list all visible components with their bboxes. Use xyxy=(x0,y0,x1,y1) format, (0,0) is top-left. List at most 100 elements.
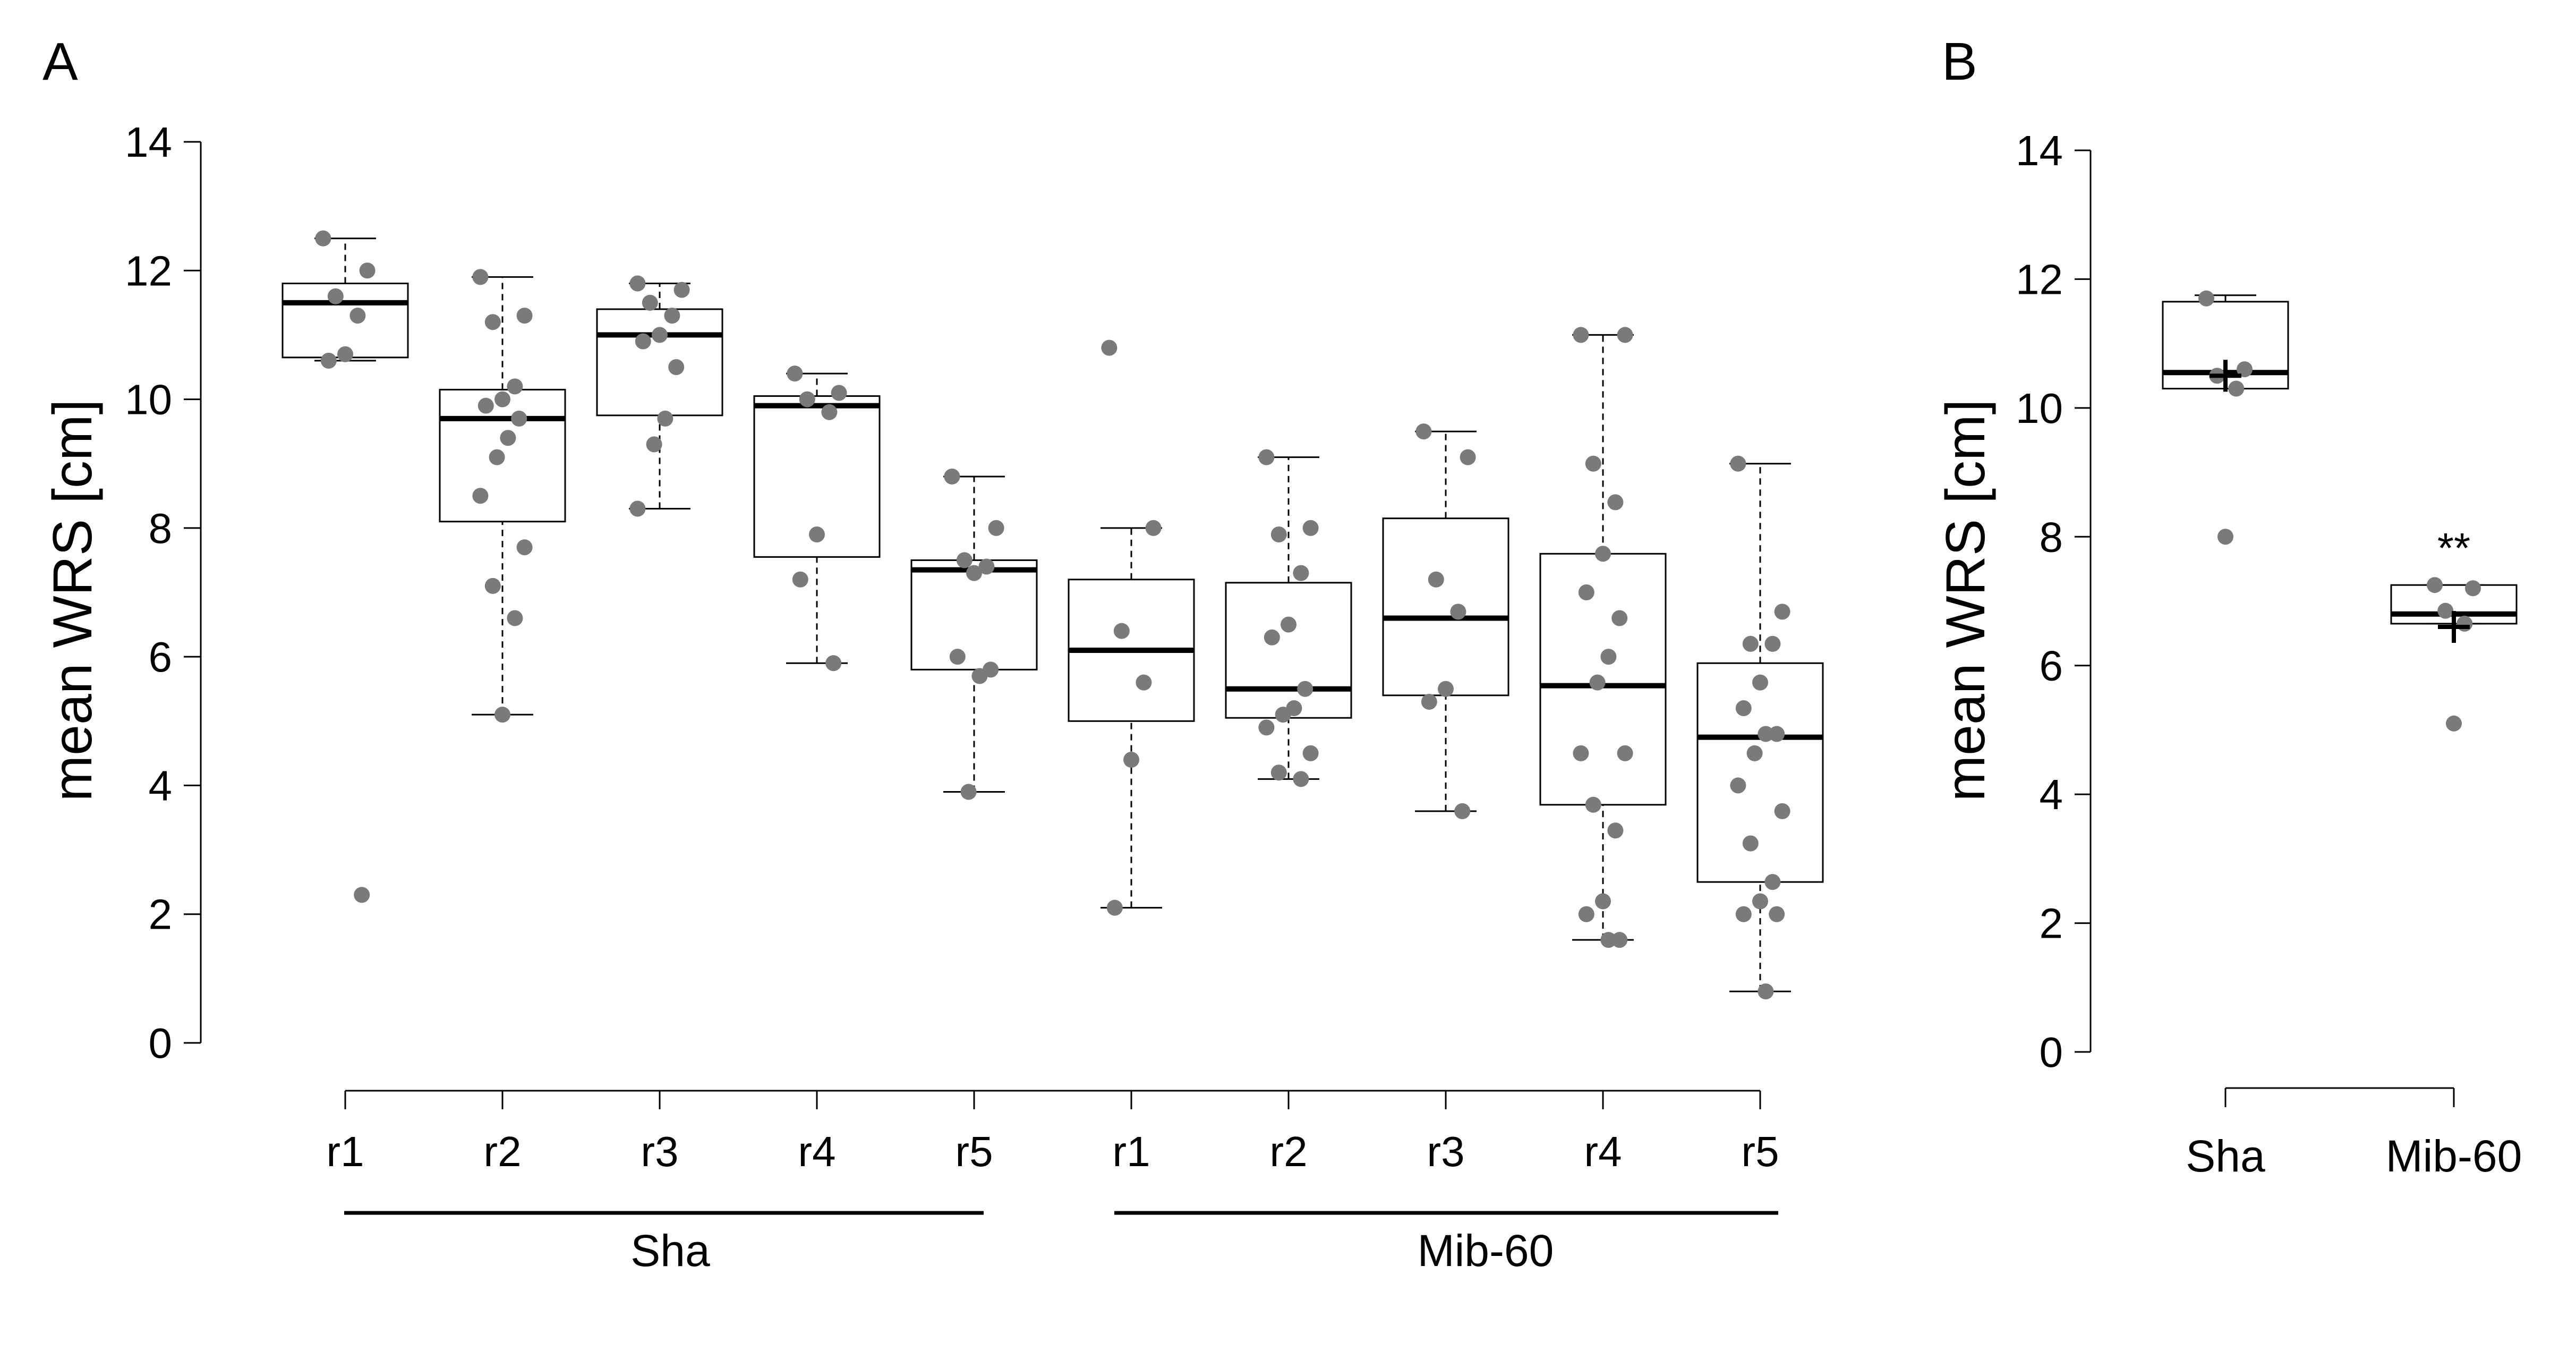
a-mib-60-r4-point xyxy=(1617,745,1633,761)
a-mib-60-r2-point xyxy=(1275,707,1291,723)
a-mib-60-r4-boxplot xyxy=(1539,327,1667,948)
a-mib-60-r2-point xyxy=(1264,629,1280,645)
a-mib-60-r2-point xyxy=(1293,565,1309,581)
a-sha-r4-point xyxy=(799,391,815,407)
a-sha-r5-boxplot xyxy=(910,468,1038,800)
x-tick-label-sha-r3: r3 xyxy=(641,1128,678,1175)
b-sha-point xyxy=(2198,290,2214,307)
b-mib-60-point xyxy=(2446,715,2462,732)
a-mib-60-r2-boxplot xyxy=(1225,449,1352,787)
y-tick-label-8: 8 xyxy=(2040,513,2063,560)
a-mib-60-r5-point xyxy=(1758,983,1774,1000)
y-tick-label-0: 0 xyxy=(149,1020,173,1067)
a-sha-r3-point xyxy=(635,333,651,350)
a-mib-60-r3-box xyxy=(1382,517,1509,697)
a-mib-60-r3-point xyxy=(1450,604,1466,620)
a-mib-60-r4-point xyxy=(1595,546,1611,562)
a-mib-60-r2-point xyxy=(1302,520,1319,536)
x-tick-label-mib-60: Mib-60 xyxy=(2386,1131,2522,1181)
y-tick-label-6: 6 xyxy=(149,633,173,681)
a-mib-60-r5-point xyxy=(1758,726,1774,742)
a-mib-60-r5-point xyxy=(1774,803,1790,819)
a-sha-r2-point xyxy=(494,391,510,407)
y-tick-label-8: 8 xyxy=(149,505,173,552)
a-mib-60-r2-point xyxy=(1281,616,1296,633)
panel-b-x-axis: Sha Mib-60 xyxy=(2186,1087,2522,1181)
a-sha-r2-point xyxy=(516,539,533,556)
b-mib-60-point xyxy=(2427,577,2443,593)
a-sha-r4-point xyxy=(821,404,838,420)
a-mib-60-r2-point xyxy=(1258,449,1275,465)
panel-a-letter: A xyxy=(42,32,78,91)
y-tick-label-2: 2 xyxy=(149,891,173,938)
x-tick-label-sha-r2: r2 xyxy=(483,1128,521,1175)
a-sha-r4-point xyxy=(792,571,808,588)
a-mib-60-r5-point xyxy=(1752,674,1768,691)
b-mib-60-boxplot xyxy=(2390,577,2518,732)
a-sha-r4-boxplot xyxy=(753,366,881,672)
a-mib-60-r1-point xyxy=(1123,751,1139,768)
y-tick-label-12: 12 xyxy=(125,247,172,294)
x-tick-label-sha-r5: r5 xyxy=(955,1128,993,1175)
a-mib-60-r5-boxplot xyxy=(1696,455,1824,1000)
a-mib-60-r3-point xyxy=(1421,693,1437,710)
b-mib-60-point xyxy=(2465,580,2481,597)
x-tick-label-mib-60-r2: r2 xyxy=(1269,1128,1307,1175)
a-mib-60-r1-point xyxy=(1106,899,1123,916)
a-sha-r1-point xyxy=(327,288,344,304)
group-label-mib-60: Mib-60 xyxy=(1418,1226,1554,1276)
a-mib-60-r2-point xyxy=(1270,526,1287,542)
a-mib-60-r3-boxplot xyxy=(1382,423,1509,819)
a-sha-r3-point xyxy=(646,436,662,453)
y-tick-label-6: 6 xyxy=(2040,642,2063,690)
a-sha-r2-point xyxy=(516,308,533,324)
a-mib-60-r5-point xyxy=(1774,604,1790,620)
a-sha-r5-point xyxy=(978,558,995,575)
a-mib-60-r2-point xyxy=(1270,765,1287,781)
a-sha-r2-point xyxy=(477,397,494,414)
a-mib-60-r4-point xyxy=(1617,327,1633,343)
panel-a-boxplots xyxy=(282,230,1824,1000)
a-sha-r3-point xyxy=(657,410,673,427)
a-mib-60-r5-point xyxy=(1742,635,1759,652)
a-mib-60-r4-point xyxy=(1585,796,1601,813)
y-tick-label-10: 10 xyxy=(2016,385,2063,432)
x-tick-label-mib-60-r1: r1 xyxy=(1112,1128,1150,1175)
group-label-sha: Sha xyxy=(630,1226,710,1276)
a-sha-r3-point xyxy=(664,308,680,324)
a-mib-60-r5-point xyxy=(1730,455,1746,472)
x-tick-label-sha: Sha xyxy=(2186,1131,2265,1181)
x-tick-label-sha-r1: r1 xyxy=(326,1128,364,1175)
a-mib-60-r4-point xyxy=(1611,610,1628,626)
a-sha-r4-point xyxy=(831,385,847,401)
a-sha-r5-point xyxy=(949,649,966,665)
a-sha-r1-point xyxy=(315,230,331,247)
a-mib-60-r2-point xyxy=(1302,745,1319,761)
a-sha-r1-point xyxy=(359,262,376,279)
a-sha-r1-point xyxy=(337,346,353,362)
y-tick-label-12: 12 xyxy=(2016,256,2063,303)
a-mib-60-r3-point xyxy=(1428,571,1444,588)
x-tick-label-mib-60-r3: r3 xyxy=(1427,1128,1464,1175)
a-mib-60-r5-point xyxy=(1742,835,1759,852)
x-tick-label-sha-r4: r4 xyxy=(798,1128,835,1175)
x-tick-label-mib-60-r5: r5 xyxy=(1741,1128,1779,1175)
panel-b: B mean WRS [cm] 0 2 4 6 8 10 12 14 ** Sha Mib-60 xyxy=(1935,32,2522,1181)
a-sha-r3-boxplot xyxy=(596,275,723,517)
a-mib-60-r5-point xyxy=(1735,700,1752,717)
a-sha-r3-point xyxy=(673,282,690,298)
panel-a-x-axis: r1 r2 r3 r4 r5 r1 r2 r3 r4 r5 xyxy=(326,1090,1779,1175)
a-mib-60-r5-point xyxy=(1746,745,1763,761)
a-mib-60-r3-point xyxy=(1454,803,1471,819)
y-tick-label-4: 4 xyxy=(2040,771,2063,818)
b-sha-point xyxy=(2237,361,2253,378)
a-mib-60-r2-point xyxy=(1258,719,1275,736)
a-sha-r4-point xyxy=(825,655,842,672)
a-sha-r5-point xyxy=(971,668,988,684)
a-mib-60-r1-boxplot xyxy=(1068,339,1195,916)
a-mib-60-r5-point xyxy=(1764,635,1781,652)
panel-b-boxplots: ** xyxy=(2162,290,2518,732)
a-sha-r2-point xyxy=(484,314,501,330)
